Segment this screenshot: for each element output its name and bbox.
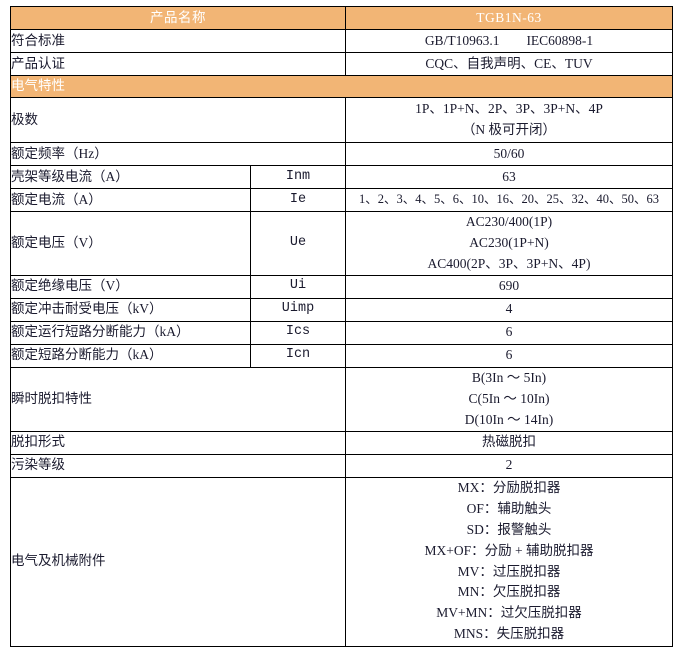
row-symbol: Ue bbox=[250, 211, 346, 276]
row-value: 4 bbox=[345, 297, 673, 322]
value-line: MN：欠压脱扣器 bbox=[457, 584, 561, 600]
header-model-label: TGB1N-63 bbox=[476, 9, 542, 25]
row-label: 额定冲击耐受电压（kV） bbox=[10, 297, 251, 322]
value-line: 热磁脱扣 bbox=[482, 434, 536, 450]
value-line: MNS：失压脱扣器 bbox=[453, 626, 565, 642]
section-header-row: 电气特性 bbox=[10, 75, 673, 98]
row-label: 壳架等级电流（A） bbox=[10, 165, 251, 189]
table-row: 额定电压（V） Ue AC230/400(1P) AC230(1P+N) AC4… bbox=[10, 211, 673, 276]
table-row: 额定冲击耐受电压（kV） Uimp 4 bbox=[10, 297, 673, 322]
value-line: D(10In ～ 14In) bbox=[464, 411, 554, 427]
row-label: 额定短路分断能力（kA） bbox=[10, 343, 251, 368]
row-label: 产品认证 bbox=[10, 52, 346, 76]
row-label: 额定运行短路分断能力（kA） bbox=[10, 320, 251, 345]
row-value: AC230/400(1P) AC230(1P+N) AC400(2P、3P、3P… bbox=[345, 211, 673, 276]
value-line: 1、2、3、4、5、6、10、16、20、25、32、40、50、63 bbox=[358, 192, 659, 207]
value-line: 1P、1P+N、2P、3P、3P+N、4P bbox=[415, 101, 603, 117]
table-row: 符合标准 GB/T10963.1 IEC60898-1 bbox=[10, 29, 673, 53]
value-line: 2 bbox=[505, 457, 513, 473]
table-row: 污染等级 2 bbox=[10, 453, 673, 478]
value-line: MV+MN：过欠压脱扣器 bbox=[436, 605, 582, 621]
row-value: 2 bbox=[345, 453, 673, 478]
row-label: 瞬时脱扣特性 bbox=[10, 366, 346, 432]
row-symbol: Uimp bbox=[250, 297, 346, 322]
table-row: 额定电流（A） Ie 1、2、3、4、5、6、10、16、20、25、32、40… bbox=[10, 188, 673, 212]
row-value: GB/T10963.1 IEC60898-1 bbox=[345, 29, 673, 53]
row-value: 1、2、3、4、5、6、10、16、20、25、32、40、50、63 bbox=[345, 188, 673, 212]
row-value: B(3In ～ 5In) C(5In ～ 10In) D(10In ～ 14In… bbox=[345, 366, 673, 432]
table-row: 壳架等级电流（A） Inm 63 bbox=[10, 165, 673, 189]
section-header-label: 电气特性 bbox=[10, 75, 673, 98]
row-value: 50/60 bbox=[345, 142, 673, 166]
value-line: AC230(1P+N) bbox=[469, 234, 549, 250]
value-line: 6 bbox=[505, 324, 513, 340]
value-line: AC230/400(1P) bbox=[465, 214, 553, 229]
value-line: MX：分励脱扣器 bbox=[457, 479, 561, 495]
table-row: 产品认证 CQC、自我声明、CE、TUV bbox=[10, 52, 673, 76]
table-row: 额定频率（Hz） 50/60 bbox=[10, 142, 673, 166]
row-value: 6 bbox=[345, 343, 673, 368]
row-symbol: Ui bbox=[250, 274, 346, 299]
table-row: 额定短路分断能力（kA） Icn 6 bbox=[10, 343, 673, 368]
table-row: 瞬时脱扣特性 B(3In ～ 5In) C(5In ～ 10In) D(10In… bbox=[10, 366, 673, 432]
row-label: 额定频率（Hz） bbox=[10, 142, 346, 166]
table-row: 极数 1P、1P+N、2P、3P、3P+N、4P （N 极可开闭） bbox=[10, 97, 673, 143]
value-line: B(3In ～ 5In) bbox=[471, 369, 547, 385]
row-value: MX：分励脱扣器 OF：辅助触头 SD：报警触头 MX+OF：分励 + 辅助脱扣… bbox=[345, 476, 673, 647]
table-row: 额定运行短路分断能力（kA） Ics 6 bbox=[10, 320, 673, 345]
value-line: （N 极可开闭） bbox=[461, 122, 557, 137]
header-product-name-label: 产品名称 bbox=[150, 9, 206, 25]
table-row: 电气及机械附件 MX：分励脱扣器 OF：辅助触头 SD：报警触头 MX+OF：分… bbox=[10, 476, 673, 647]
header-cell-product-name: 产品名称 bbox=[10, 6, 346, 30]
row-symbol: Ie bbox=[250, 188, 346, 212]
value-line: 6 bbox=[505, 347, 513, 363]
row-value: 1P、1P+N、2P、3P、3P+N、4P （N 极可开闭） bbox=[345, 97, 673, 143]
row-label: 额定电流（A） bbox=[10, 188, 251, 212]
row-label: 脱扣形式 bbox=[10, 430, 346, 455]
row-value: 热磁脱扣 bbox=[345, 430, 673, 455]
row-value: 690 bbox=[345, 274, 673, 299]
table-row: 额定绝缘电压（V） Ui 690 bbox=[10, 274, 673, 299]
header-cell-model: TGB1N-63 bbox=[345, 6, 673, 30]
value-line: 690 bbox=[498, 278, 520, 294]
row-label: 额定绝缘电压（V） bbox=[10, 274, 251, 299]
table-header-row: 产品名称 TGB1N-63 bbox=[10, 6, 673, 30]
value-line: OF：辅助触头 bbox=[466, 500, 552, 516]
row-label: 额定电压（V） bbox=[10, 211, 251, 276]
value-line: GB/T10963.1 IEC60898-1 bbox=[424, 32, 594, 48]
value-line: 63 bbox=[502, 168, 516, 184]
value-line: C(5In ～ 10In) bbox=[468, 390, 550, 406]
row-label: 污染等级 bbox=[10, 453, 346, 478]
specification-table-container: 产品名称 TGB1N-63 符合标准 GB/T10963.1 IEC60898-… bbox=[10, 6, 673, 647]
row-value: 63 bbox=[345, 165, 673, 189]
value-line: CQC、自我声明、CE、TUV bbox=[425, 55, 593, 71]
row-symbol: Icn bbox=[250, 343, 346, 368]
value-line: MV：过压脱扣器 bbox=[457, 563, 561, 579]
product-specification-table: 产品名称 TGB1N-63 符合标准 GB/T10963.1 IEC60898-… bbox=[10, 6, 673, 647]
row-value: CQC、自我声明、CE、TUV bbox=[345, 52, 673, 76]
row-label: 电气及机械附件 bbox=[10, 476, 346, 647]
value-line: AC400(2P、3P、3P+N、4P) bbox=[427, 255, 591, 271]
row-symbol: Inm bbox=[250, 165, 346, 189]
value-line: 50/60 bbox=[493, 145, 525, 161]
row-label: 符合标准 bbox=[10, 29, 346, 53]
value-line: SD：报警触头 bbox=[466, 521, 552, 537]
row-value: 6 bbox=[345, 320, 673, 345]
row-symbol: Ics bbox=[250, 320, 346, 345]
table-row: 脱扣形式 热磁脱扣 bbox=[10, 430, 673, 455]
row-label: 极数 bbox=[10, 97, 346, 143]
value-line: 4 bbox=[505, 301, 513, 317]
value-line: MX+OF：分励 + 辅助脱扣器 bbox=[424, 542, 594, 558]
